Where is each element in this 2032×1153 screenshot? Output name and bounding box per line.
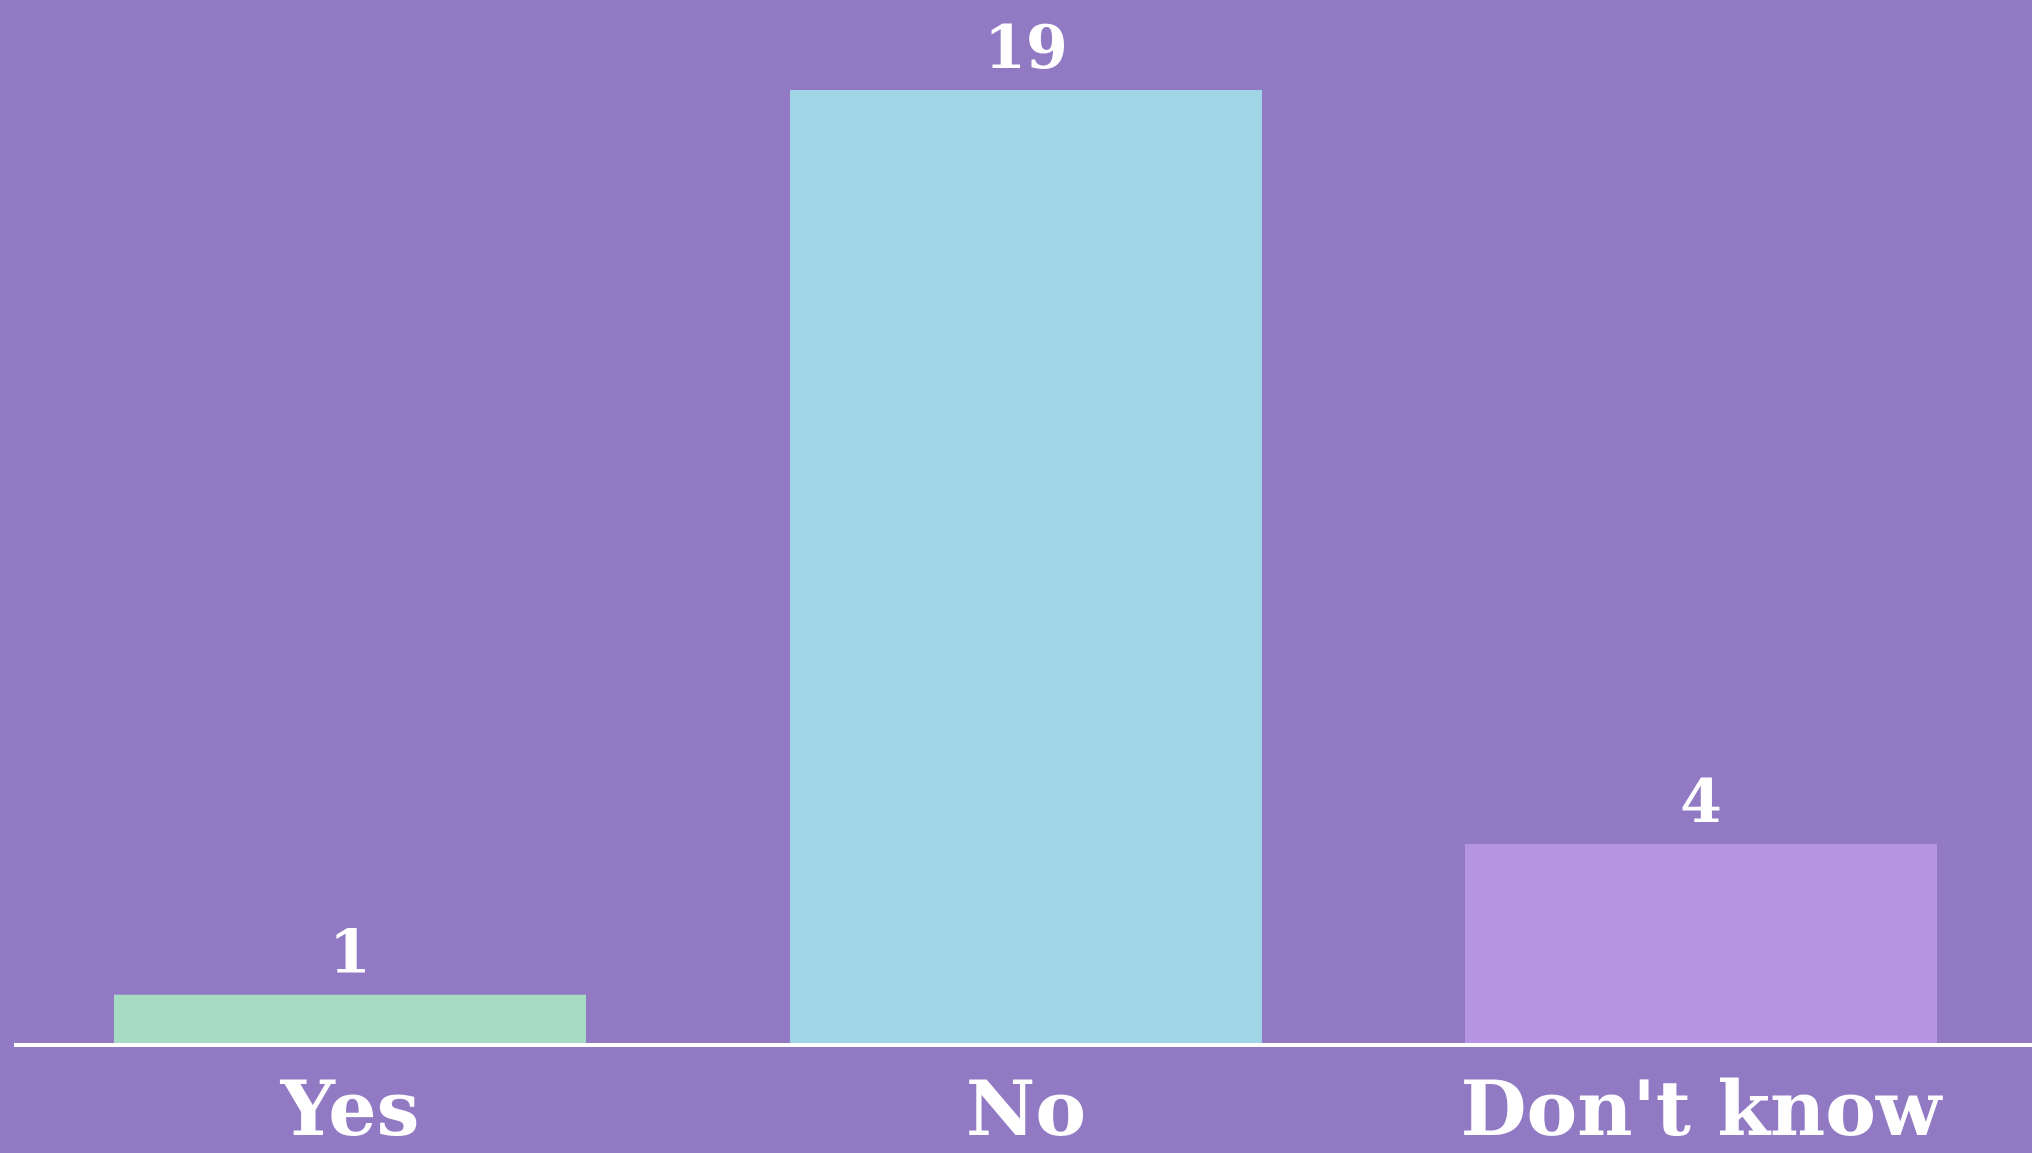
bar-1	[790, 90, 1262, 1045]
value-label-2: 4	[1680, 767, 1722, 837]
bar-2	[1465, 843, 1937, 1045]
category-labels-group: Yes No Don't know	[280, 1064, 1943, 1153]
bars-group	[114, 90, 1937, 1045]
value-label-0: 1	[329, 918, 371, 988]
bar-0	[114, 994, 586, 1045]
value-label-1: 19	[984, 13, 1068, 83]
category-label-2: Don't know	[1461, 1064, 1943, 1153]
category-label-1: No	[966, 1064, 1086, 1153]
category-label-0: Yes	[280, 1064, 420, 1153]
value-labels-group: 1 19 4	[329, 13, 1722, 988]
